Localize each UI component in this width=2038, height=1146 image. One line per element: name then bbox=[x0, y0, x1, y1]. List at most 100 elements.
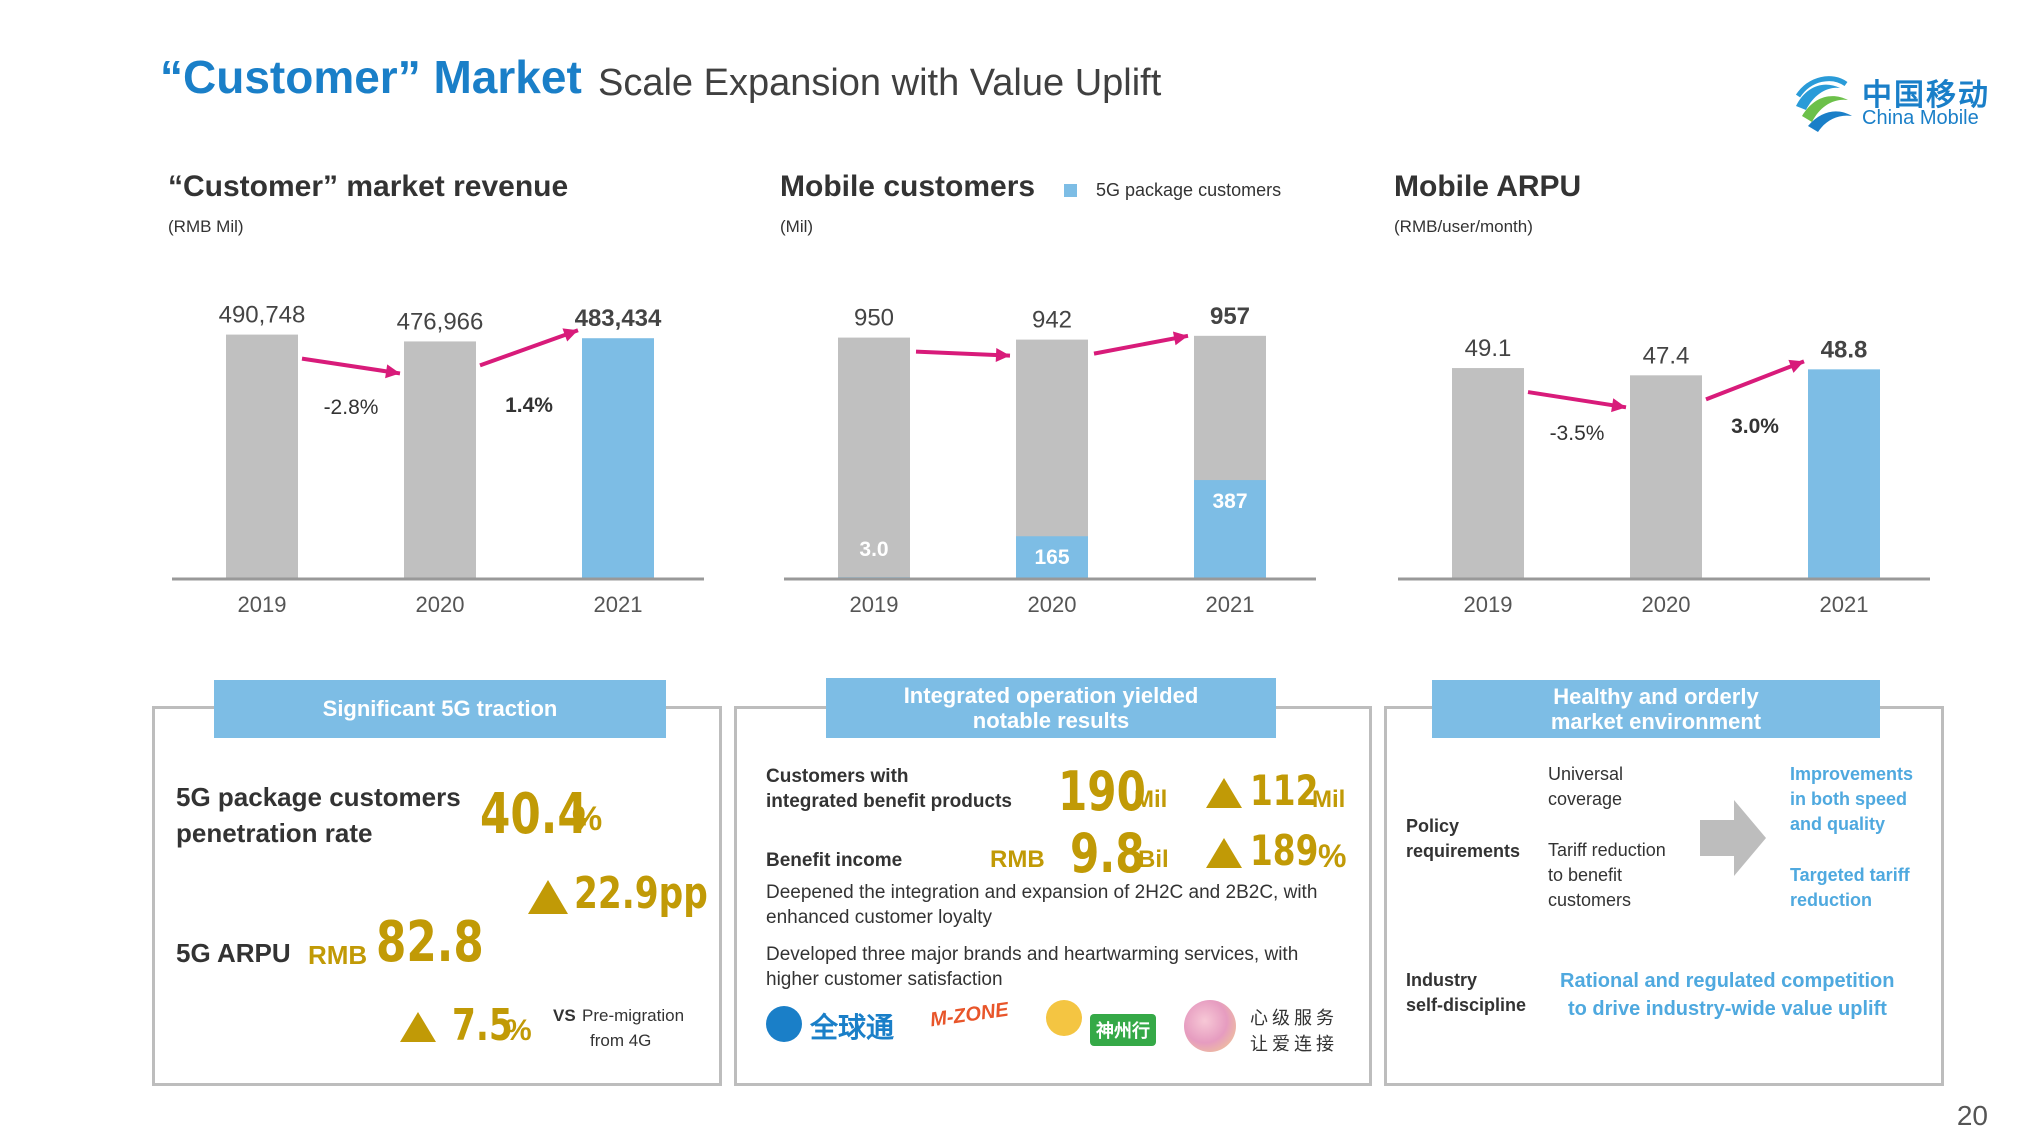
x-tick-label: 2021 bbox=[1820, 592, 1869, 617]
targeted-line1: Targeted tariff bbox=[1790, 865, 1910, 885]
up-triangle-icon bbox=[528, 880, 568, 914]
universal-line1: Universal bbox=[1548, 764, 1624, 784]
bar-2020 bbox=[1630, 375, 1702, 578]
bar-value-label: 950 bbox=[854, 305, 894, 332]
bar-value-label: 48.8 bbox=[1821, 336, 1868, 363]
x-tick-label: 2019 bbox=[1464, 592, 1513, 617]
arpu-change: 7.5 bbox=[452, 1000, 513, 1051]
change-label: -2.8% bbox=[324, 396, 379, 419]
paragraph-brands: Developed three major brands and heartwa… bbox=[766, 944, 1299, 990]
page-number: 20 bbox=[1956, 1100, 1988, 1131]
policy-label-line1: Policy bbox=[1406, 816, 1460, 836]
panel3-header: Healthy and orderly market environment bbox=[1432, 680, 1880, 738]
chart3-title: Mobile ARPU bbox=[1394, 170, 1582, 203]
row1-label-line1: Customers with bbox=[766, 766, 909, 787]
china-mobile-logo-icon bbox=[1795, 76, 1852, 132]
row2-prefix: RMB bbox=[990, 846, 1045, 873]
penetration-unit: % bbox=[572, 800, 603, 838]
targeted-line2: reduction bbox=[1790, 890, 1873, 910]
trend-arrow-head-icon bbox=[562, 328, 578, 342]
bar-value-label: 957 bbox=[1210, 303, 1250, 330]
trend-arrow-head-icon bbox=[1611, 398, 1626, 413]
panel3-header-line2: market environment bbox=[1550, 709, 1762, 734]
bar-2019 bbox=[226, 334, 298, 578]
industry-text-line2: to drive industry-wide value uplift bbox=[1568, 998, 1887, 1020]
bar-value-label: 942 bbox=[1032, 307, 1072, 334]
bar-2021 bbox=[582, 338, 654, 578]
panel2-header-line2: notable results bbox=[972, 708, 1130, 733]
row2-value: 9.8 bbox=[1070, 822, 1145, 885]
page-subtitle: Scale Expansion with Value Uplift bbox=[598, 62, 1162, 104]
arpu-prefix: RMB bbox=[308, 940, 368, 970]
brand-gotone: 全球通 bbox=[810, 1012, 895, 1043]
trend-arrow-head-icon bbox=[995, 348, 1010, 363]
improve-line2: in both speed bbox=[1790, 789, 1907, 809]
bar-value-label: 490,748 bbox=[219, 302, 306, 329]
x-tick-label: 2021 bbox=[594, 592, 643, 617]
brand-easyown: 神州行 bbox=[1090, 1014, 1156, 1046]
vs-text-line2: from 4G bbox=[590, 1031, 652, 1050]
trend-arrow-head-icon bbox=[1172, 331, 1188, 346]
row2-change: 189 bbox=[1250, 826, 1319, 875]
x-tick-label: 2020 bbox=[1642, 592, 1691, 617]
arpu-change-unit: % bbox=[505, 1014, 532, 1047]
legend-label-5g: 5G package customers bbox=[1096, 180, 1282, 200]
logo-text-en: China Mobile bbox=[1862, 107, 1979, 129]
row1-change-unit: Mil bbox=[1312, 786, 1346, 813]
universal-line2: coverage bbox=[1548, 789, 1623, 809]
page-title: “Customer” Market bbox=[160, 51, 582, 103]
panel2-header-line1: Integrated operation yielded bbox=[903, 682, 1199, 708]
trend-arrow-line bbox=[1527, 390, 1627, 410]
service-slogan-line1: 心级服务 bbox=[1250, 1008, 1338, 1028]
panel2-header: Integrated operation yielded notable res… bbox=[826, 678, 1276, 738]
trend-arrow-line bbox=[479, 328, 579, 368]
vs-label: VS bbox=[553, 1006, 576, 1025]
tariff-line1: Tariff reduction bbox=[1548, 840, 1666, 860]
bar-5g-value-label: 387 bbox=[1212, 490, 1247, 513]
industry-label-line1: Industry bbox=[1406, 970, 1478, 990]
improve-line3: and quality bbox=[1790, 814, 1886, 834]
penetration-value: 40.4 bbox=[480, 782, 588, 847]
up-triangle-icon bbox=[1206, 838, 1242, 868]
trend-arrow-head-icon bbox=[1788, 359, 1804, 373]
industry-text-line1: Rational and regulated competition bbox=[1560, 970, 1895, 992]
penetration-label-line2: penetration rate bbox=[176, 818, 373, 848]
chart2-title: Mobile customers bbox=[780, 170, 1036, 203]
paragraph-integration: Deepened the integration and expansion o… bbox=[766, 882, 1318, 928]
bar-value-label: 476,966 bbox=[397, 308, 484, 335]
change-label: -3.5% bbox=[1550, 422, 1605, 445]
change-label: 1.4% bbox=[505, 394, 553, 417]
row1-label-line2: integrated benefit products bbox=[766, 791, 1012, 812]
bar-2019 bbox=[1452, 368, 1524, 578]
row2-unit: Bil bbox=[1138, 846, 1169, 873]
row1-unit: Mil bbox=[1134, 786, 1168, 813]
chart2-unit: (Mil) bbox=[780, 217, 814, 236]
trend-arrow-line bbox=[915, 349, 1011, 358]
trend-arrow-line bbox=[1705, 359, 1805, 402]
x-tick-label: 2019 bbox=[850, 592, 899, 617]
change-label: 3.0% bbox=[1731, 415, 1779, 438]
trend-arrow-line bbox=[301, 356, 401, 376]
panel3-header-line1: Healthy and orderly bbox=[1553, 683, 1759, 709]
bar-5g-2021 bbox=[1194, 480, 1266, 578]
customers-chart: 950 3.0 942 165 957 387 2019 2020 2021 bbox=[784, 303, 1316, 617]
legend-swatch-5g bbox=[1064, 184, 1077, 197]
bar-value-label: 47.4 bbox=[1643, 342, 1690, 369]
bar-2020 bbox=[404, 341, 476, 578]
bar-total-2019 bbox=[838, 337, 910, 578]
x-tick-label: 2020 bbox=[1028, 592, 1077, 617]
logo-text-cn: 中国移动 bbox=[1862, 79, 1990, 112]
industry-label-line2: self-discipline bbox=[1406, 995, 1527, 1015]
arrow-right-icon bbox=[1700, 800, 1766, 876]
policy-label-line2: requirements bbox=[1406, 841, 1521, 861]
penetration-label-line1: 5G package customers bbox=[176, 782, 461, 812]
bar-value-label: 49.1 bbox=[1465, 335, 1512, 362]
row1-value: 190 bbox=[1058, 760, 1146, 823]
improve-line1: Improvements bbox=[1790, 764, 1914, 784]
bar-2021 bbox=[1808, 369, 1880, 578]
arpu-chart: 49.1 47.4 48.8 -3.5% 3.0% 2019 2020 2021 bbox=[1398, 335, 1930, 617]
trend-arrow-head-icon bbox=[385, 364, 400, 379]
arpu-label: 5G ARPU bbox=[176, 938, 291, 968]
row2-change-unit: % bbox=[1318, 838, 1347, 874]
chart1-unit: (RMB Mil) bbox=[168, 217, 244, 236]
